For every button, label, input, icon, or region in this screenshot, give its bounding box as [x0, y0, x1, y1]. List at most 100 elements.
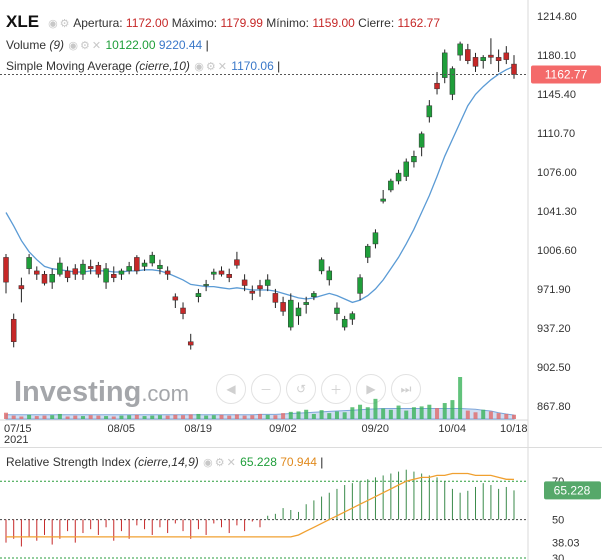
scroll-left-icon[interactable]: ◀ [216, 374, 246, 404]
close-icon[interactable]: ✕ [226, 457, 236, 469]
volume-bar-42 [327, 413, 332, 419]
candle-body-14 [111, 274, 117, 278]
candle-body-21 [164, 270, 171, 275]
volume-bar-26 [204, 415, 209, 419]
candle-body-2 [18, 285, 25, 290]
watermark-main: Investing [14, 376, 142, 408]
y-tick-label-0: 1214.80 [537, 11, 577, 23]
candle-body-51 [395, 172, 402, 182]
volume-bar-0 [4, 412, 8, 419]
volume-bar-7 [57, 413, 62, 419]
candle-body-66 [511, 63, 517, 75]
candle-body-50 [388, 180, 394, 191]
sma-value: 1170.06 [231, 59, 274, 73]
candle-body-1 [10, 318, 17, 342]
candle-body-28 [218, 270, 225, 275]
low-value: 1159.00 [312, 16, 355, 30]
volume-bar-49 [381, 408, 386, 419]
y-tick-label-9: 902.50 [537, 362, 571, 374]
close-icon[interactable]: ✕ [217, 61, 227, 73]
close-label: Cierre: [358, 16, 395, 30]
candle-body-45 [349, 313, 356, 320]
volume-bar-27 [211, 415, 216, 419]
volume-bar-66 [512, 414, 516, 419]
volume-bar-14 [111, 416, 116, 419]
volume-bar-58 [450, 400, 455, 419]
eye-icon[interactable]: ◉ [194, 61, 204, 73]
candle-body-47 [365, 245, 371, 258]
gear-icon[interactable]: ⚙ [80, 40, 90, 52]
rsi-legend: Relative Strength Index (cierre,14,9) ◉ ⚙… [6, 455, 324, 469]
y-tick-label-8: 937.20 [537, 323, 571, 335]
candle-body-64 [495, 57, 502, 61]
candle-body-42 [326, 270, 333, 281]
x-tick-label-6: 10/18 [500, 423, 528, 435]
candle-body-4 [34, 270, 40, 275]
rsi-tag: 65.228 [554, 483, 591, 497]
gear-icon[interactable]: ⚙ [59, 18, 70, 30]
volume-bar-55 [427, 404, 432, 419]
zoom-in-icon[interactable]: ＋ [321, 374, 351, 404]
eye-icon[interactable]: ◉ [48, 18, 58, 30]
reset-icon[interactable]: ↺ [286, 374, 316, 404]
volume-param: (9) [49, 38, 65, 52]
rsi-signal-line [6, 472, 515, 538]
eye-icon[interactable]: ◉ [68, 40, 78, 52]
volume-bar-20 [157, 415, 162, 419]
x-tick-label-0: 07/15 [4, 423, 32, 435]
candle-body-57 [441, 52, 448, 78]
candle-body-34 [264, 279, 271, 286]
volume-bar-1 [11, 415, 16, 419]
y-tick-label-5: 1041.30 [537, 206, 577, 218]
high-label: Máximo: [171, 16, 218, 30]
volume-bar-2 [19, 416, 24, 419]
candle-body-44 [341, 318, 348, 328]
gear-icon[interactable]: ⚙ [205, 61, 216, 73]
close-icon[interactable]: ✕ [91, 40, 102, 52]
candle-body-38 [295, 307, 302, 317]
y-tick-label-4: 1076.00 [537, 167, 577, 179]
volume-bar-57 [442, 403, 447, 419]
candle-body-43 [334, 307, 340, 314]
low-label: Mínimo: [266, 16, 309, 30]
candle-body-3 [26, 257, 32, 269]
price-legend: XLE ◉ ⚙ Apertura: 1172.00 Máximo: 1179.99 … [6, 12, 440, 32]
volume-bar-38 [296, 411, 301, 419]
chart-nav-tools: ◀ － ↺ ＋ ▶ ⏭ [216, 374, 421, 404]
candle-body-25 [195, 293, 202, 298]
eye-icon[interactable]: ◉ [203, 457, 213, 469]
volume-bar-45 [350, 407, 355, 419]
candle-body-16 [126, 266, 132, 272]
y-tick-label-3: 1110.70 [537, 128, 575, 140]
volume-bar-52 [404, 410, 409, 419]
candle-body-61 [472, 57, 479, 67]
volume-bar-24 [188, 414, 193, 419]
volume-bar-51 [396, 405, 401, 419]
volume-bar-31 [242, 415, 247, 419]
candle-body-56 [434, 82, 440, 90]
x-tick-label-1: 08/05 [107, 423, 135, 435]
volume-bar-59 [458, 377, 463, 419]
candle-body-35 [272, 293, 279, 303]
volume-bar-3 [27, 414, 32, 419]
candle-body-30 [234, 259, 240, 266]
volume-bar-39 [304, 409, 309, 419]
close-value: 1162.77 [397, 16, 441, 30]
candle-body-39 [303, 302, 309, 305]
volume-bar-43 [334, 411, 339, 419]
candle-body-49 [380, 198, 386, 202]
y-tick-label-2: 1145.40 [537, 89, 576, 101]
zoom-out-icon[interactable]: － [251, 374, 281, 404]
price-chart[interactable]: 1214.80 1180.10 1145.40 1110.70 1076.00 1041.… [0, 0, 602, 447]
x-tick-label-2: 08/19 [184, 423, 212, 435]
rsi-y-tick-2: 38.03 [552, 538, 580, 550]
scroll-end-icon[interactable]: ⏭ [391, 374, 421, 404]
gear-icon[interactable]: ⚙ [214, 457, 225, 469]
candle-body-22 [172, 296, 179, 301]
x-tick-label-5: 10/04 [438, 423, 466, 435]
scroll-right-icon[interactable]: ▶ [356, 374, 386, 404]
volume-bar-64 [496, 413, 501, 419]
candle-body-7 [57, 262, 63, 275]
volume-bar-21 [165, 415, 170, 419]
